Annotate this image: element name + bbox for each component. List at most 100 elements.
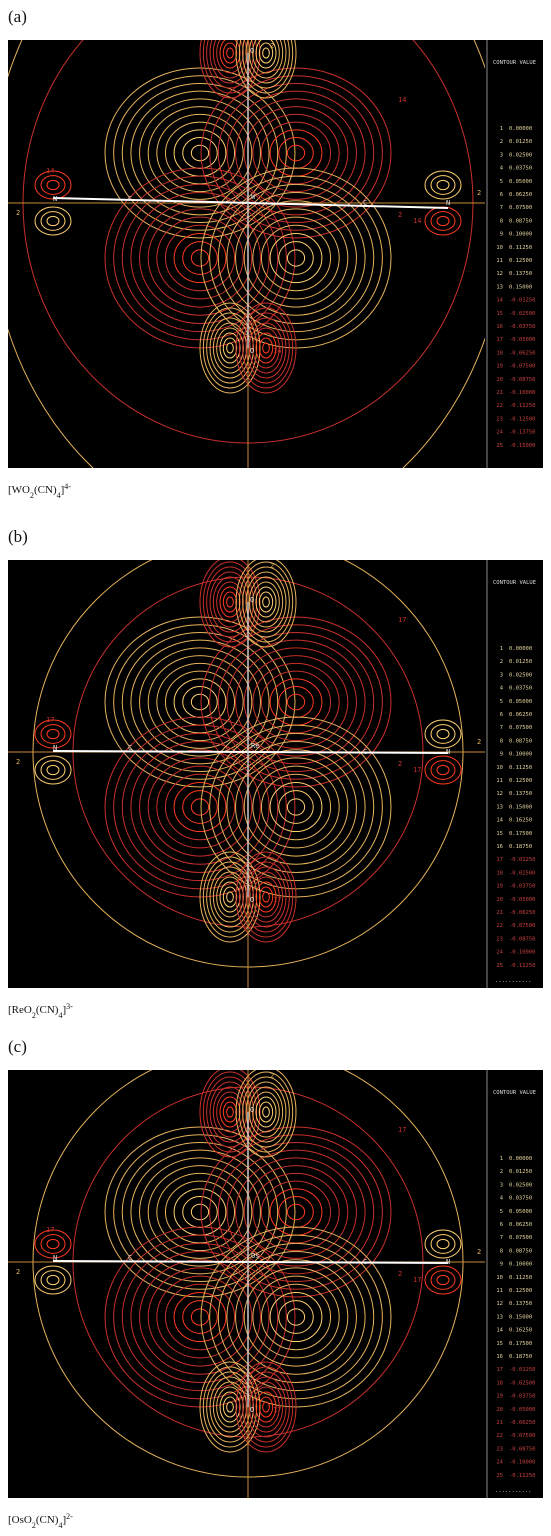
legend-index: 21 bbox=[496, 910, 503, 916]
atom-label: N bbox=[53, 1254, 57, 1262]
legend-value: 0.15000 bbox=[509, 284, 532, 290]
legend-index: 12 bbox=[496, 791, 503, 797]
contour-label: 14 bbox=[46, 167, 54, 175]
legend-value: 0.08750 bbox=[509, 218, 532, 224]
caption-part: [ReO bbox=[8, 1004, 32, 1016]
contour-label: 14 bbox=[413, 217, 421, 225]
legend-index: 22 bbox=[496, 923, 503, 929]
legend-value: 0.05000 bbox=[509, 699, 532, 705]
legend-value: 0.07500 bbox=[509, 205, 532, 211]
panel: (b)217172171722OReOCCNNCONTOUR VALUE10.0… bbox=[8, 527, 543, 1020]
legend-value: 0.11250 bbox=[509, 245, 532, 251]
caption-part: (CN) bbox=[36, 1514, 59, 1526]
legend-value: -0.06250 bbox=[509, 1420, 536, 1426]
legend-value: -0.01250 bbox=[509, 298, 536, 304]
contour-label: 2 bbox=[398, 211, 402, 219]
legend-title: CONTOUR VALUE bbox=[493, 60, 536, 66]
legend-index: 10 bbox=[496, 1275, 503, 1281]
contour-label: 2 bbox=[270, 1072, 274, 1080]
legend-index: 16 bbox=[496, 844, 503, 850]
legend-value: 0.01250 bbox=[509, 1169, 532, 1175]
legend-index: 11 bbox=[496, 778, 503, 784]
caption-part: [WO bbox=[8, 484, 30, 496]
legend-index: 17 bbox=[496, 1367, 503, 1373]
atom-label: O bbox=[250, 47, 254, 55]
caption-part: (CN) bbox=[36, 1004, 59, 1016]
legend-index: 18 bbox=[496, 1380, 503, 1386]
legend-title: CONTOUR VALUE bbox=[493, 1090, 536, 1096]
legend-more: ........... bbox=[495, 1488, 531, 1494]
contour-label: 2 bbox=[16, 758, 20, 766]
legend-index: 13 bbox=[496, 1314, 503, 1320]
legend-index: 8 bbox=[500, 738, 503, 744]
legend-index: 19 bbox=[496, 1394, 503, 1400]
legend-index: 6 bbox=[500, 1222, 503, 1228]
legend-value: 0.03750 bbox=[509, 1196, 532, 1202]
legend-value: 0.15000 bbox=[509, 804, 532, 810]
atom-label: N bbox=[446, 1258, 450, 1266]
legend-index: 24 bbox=[496, 430, 503, 436]
legend-value: -0.15000 bbox=[509, 443, 536, 449]
legend-value: -0.11250 bbox=[509, 1473, 536, 1479]
legend-value: 0.10000 bbox=[509, 1262, 532, 1268]
legend-index: 22 bbox=[496, 403, 503, 409]
legend-value: -0.11250 bbox=[509, 963, 536, 969]
legend-value: 0.10000 bbox=[509, 752, 532, 758]
legend-value: 0.16250 bbox=[509, 1328, 532, 1334]
contour-label: 17 bbox=[413, 766, 421, 774]
legend-value: 0.16250 bbox=[509, 818, 532, 824]
contour-label: 17 bbox=[46, 1226, 54, 1234]
legend-value: -0.05000 bbox=[509, 337, 536, 343]
atom-label: O bbox=[250, 1406, 254, 1414]
legend-value: 0.06250 bbox=[509, 1222, 532, 1228]
legend-value: 0.01250 bbox=[509, 139, 532, 145]
contour-label: 17 bbox=[273, 896, 281, 904]
legend-value: -0.10000 bbox=[509, 1460, 536, 1466]
legend-value: 0.11250 bbox=[509, 765, 532, 771]
legend-index: 3 bbox=[500, 152, 503, 158]
caption-part: (CN) bbox=[34, 484, 57, 496]
legend-index: 23 bbox=[496, 936, 503, 942]
legend-index: 18 bbox=[496, 350, 503, 356]
caption-part: 4- bbox=[64, 482, 71, 491]
atom-label: Re bbox=[251, 742, 259, 750]
legend-index: 1 bbox=[500, 1156, 503, 1162]
legend-index: 2 bbox=[500, 659, 503, 665]
legend-index: 9 bbox=[500, 232, 503, 238]
caption: [WO2(CN)4]4- bbox=[8, 482, 71, 500]
legend-index: 11 bbox=[496, 1288, 503, 1294]
legend-value: 0.02500 bbox=[509, 1182, 532, 1188]
atom-label: C bbox=[363, 748, 367, 756]
legend-value: 0.17500 bbox=[509, 831, 532, 837]
legend-value: -0.07500 bbox=[509, 364, 536, 370]
legend-index: 23 bbox=[496, 1446, 503, 1452]
legend-index: 2 bbox=[500, 139, 503, 145]
legend-value: 0.02500 bbox=[509, 152, 532, 158]
legend-index: 1 bbox=[500, 646, 503, 652]
legend-index: 23 bbox=[496, 416, 503, 422]
atom-label: C bbox=[128, 744, 132, 752]
plot-background bbox=[8, 40, 543, 468]
legend-index: 22 bbox=[496, 1433, 503, 1439]
panel-label: (a) bbox=[8, 7, 27, 26]
legend-value: 0.06250 bbox=[509, 192, 532, 198]
legend-index: 20 bbox=[496, 1407, 503, 1413]
legend-more: ........... bbox=[495, 978, 531, 984]
legend-index: 17 bbox=[496, 857, 503, 863]
legend-value: 0.10000 bbox=[509, 232, 532, 238]
legend-value: 0.11250 bbox=[509, 1275, 532, 1281]
legend-value: -0.06250 bbox=[509, 350, 536, 356]
atom-label: O bbox=[250, 896, 254, 904]
legend-value: 0.00000 bbox=[509, 126, 532, 132]
legend-index: 20 bbox=[496, 377, 503, 383]
contour-label: 2 bbox=[477, 738, 481, 746]
atom-label: C bbox=[128, 195, 132, 203]
legend-value: -0.02500 bbox=[509, 870, 536, 876]
legend-value: -0.03750 bbox=[509, 884, 536, 890]
legend-value: -0.08750 bbox=[509, 1446, 536, 1452]
legend-index: 15 bbox=[496, 831, 503, 837]
legend-index: 21 bbox=[496, 390, 503, 396]
caption-part: 3- bbox=[66, 1002, 73, 1011]
legend-value: 0.08750 bbox=[509, 1248, 532, 1254]
